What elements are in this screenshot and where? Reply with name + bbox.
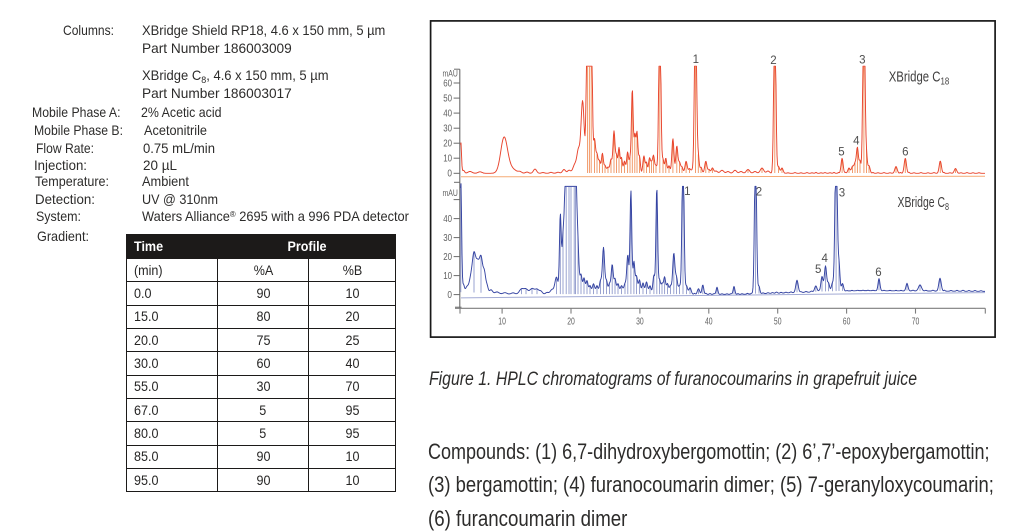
- svg-text:1: 1: [684, 186, 690, 198]
- svg-text:4: 4: [821, 253, 828, 265]
- svg-text:mAU: mAU: [443, 188, 458, 198]
- svg-text:10: 10: [498, 317, 506, 328]
- svg-text:XBridge C8: XBridge C8: [898, 195, 950, 213]
- svg-text:40: 40: [443, 109, 452, 120]
- svg-text:40: 40: [443, 214, 452, 225]
- svg-text:6: 6: [875, 267, 881, 279]
- svg-text:5: 5: [815, 264, 821, 276]
- svg-text:10: 10: [443, 271, 452, 282]
- svg-text:60: 60: [843, 317, 851, 328]
- svg-text:1: 1: [693, 54, 699, 66]
- svg-text:20: 20: [567, 317, 575, 328]
- svg-text:5: 5: [838, 146, 844, 158]
- svg-text:0: 0: [447, 169, 452, 180]
- svg-text:30: 30: [443, 124, 452, 135]
- svg-text:50: 50: [443, 94, 452, 105]
- svg-text:20: 20: [443, 252, 452, 263]
- svg-text:4: 4: [853, 136, 860, 148]
- svg-text:2: 2: [770, 55, 776, 67]
- svg-text:40: 40: [705, 317, 713, 328]
- svg-text:3: 3: [859, 54, 865, 66]
- svg-text:70: 70: [912, 317, 920, 328]
- svg-text:60: 60: [443, 78, 452, 89]
- svg-text:0: 0: [447, 290, 452, 301]
- svg-text:2: 2: [756, 187, 762, 199]
- svg-text:mAU: mAU: [443, 69, 458, 79]
- svg-text:30: 30: [636, 317, 644, 328]
- svg-text:30: 30: [443, 233, 452, 244]
- svg-text:20: 20: [443, 139, 452, 150]
- svg-text:6: 6: [902, 146, 908, 158]
- svg-text:50: 50: [774, 317, 782, 328]
- svg-text:10: 10: [443, 154, 452, 165]
- svg-text:3: 3: [839, 187, 845, 199]
- svg-text:XBridge C18: XBridge C18: [889, 70, 950, 88]
